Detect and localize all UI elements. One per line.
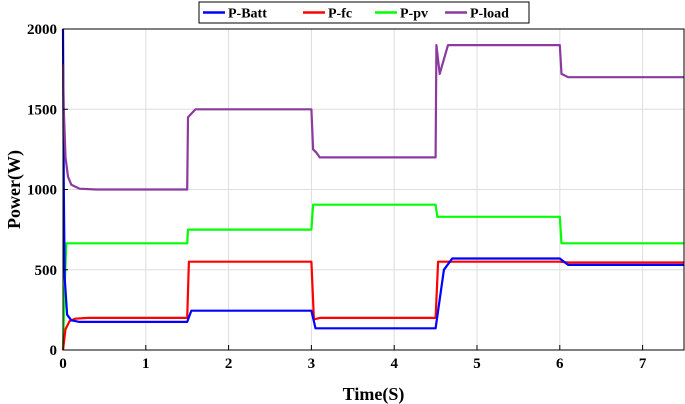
y-axis-title: Power(W): [4, 150, 25, 229]
legend-label: P-pv: [400, 7, 428, 22]
series-lines: [61, 28, 684, 351]
series-line-p-load: [61, 43, 684, 191]
y-tick-label: 0: [50, 343, 58, 359]
x-tick-label: 4: [390, 356, 398, 372]
series-line-p-pv: [61, 203, 684, 351]
x-tick-label: 5: [473, 356, 481, 372]
series-line-p-batt: [61, 28, 684, 330]
x-tick-label: 1: [142, 356, 150, 372]
y-tick-label: 1500: [27, 102, 57, 118]
x-tick-label: 2: [225, 356, 233, 372]
x-tick-label: 6: [556, 356, 564, 372]
legend-label: P-fc: [328, 7, 352, 22]
series-line-p-fc: [61, 260, 684, 351]
x-tick-label: 0: [59, 356, 67, 372]
legend: P-Batt P-fc P-pv P-load: [198, 1, 530, 24]
y-tick-label: 1000: [27, 183, 57, 199]
x-tick-label: 3: [308, 356, 316, 372]
y-tick-label: 500: [35, 263, 58, 279]
x-axis-title: Time(S): [343, 384, 405, 404]
axis-ticks: 0 1 2 3 4 5 6 7 0 500 1000 1500 2000: [27, 22, 647, 372]
legend-label: P-load: [470, 7, 509, 22]
legend-box: [198, 1, 530, 24]
legend-label: P-Batt: [228, 7, 267, 22]
x-tick-label: 7: [639, 356, 647, 372]
y-tick-label: 2000: [27, 22, 57, 38]
